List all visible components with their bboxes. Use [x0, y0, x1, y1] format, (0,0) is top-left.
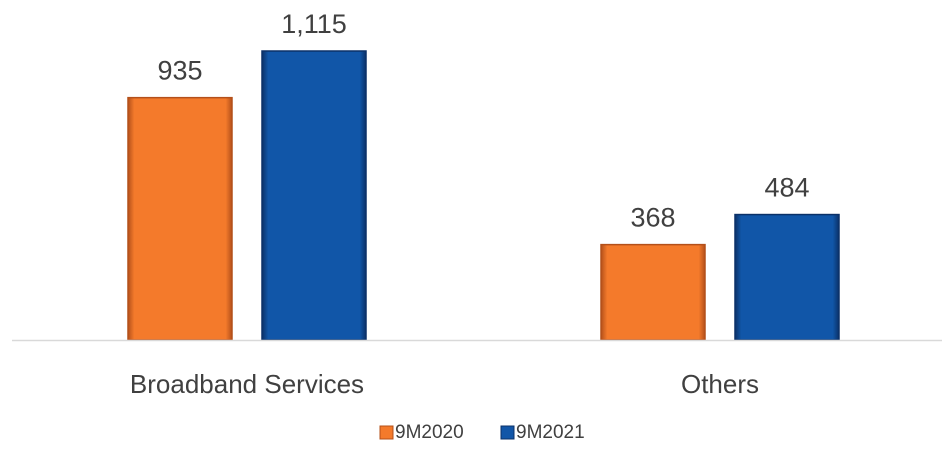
legend-swatch-9m2021	[500, 425, 515, 440]
data-label: 935	[157, 56, 202, 86]
data-label: 484	[764, 173, 809, 203]
bar-9m2020-others	[600, 243, 706, 341]
bars-layer	[127, 50, 840, 341]
legend: 9M2020 9M2021	[379, 422, 585, 443]
bar-9m2021-others	[734, 213, 840, 341]
category-label: Others	[681, 369, 759, 399]
data-label: 1,115	[281, 9, 347, 39]
legend-entry: 9M2020	[395, 422, 464, 443]
bar-9m2021-broadband-services	[261, 50, 367, 341]
category-labels-layer: Broadband Services Others	[130, 369, 759, 399]
legend-swatch-9m2020	[379, 425, 394, 440]
category-label: Broadband Services	[130, 369, 364, 399]
data-label: 368	[630, 203, 675, 233]
value-labels-layer: 935 1,115 368 484	[157, 9, 809, 233]
bar-9m2020-broadband-services	[127, 96, 233, 341]
legend-entry: 9M2021	[516, 422, 585, 443]
